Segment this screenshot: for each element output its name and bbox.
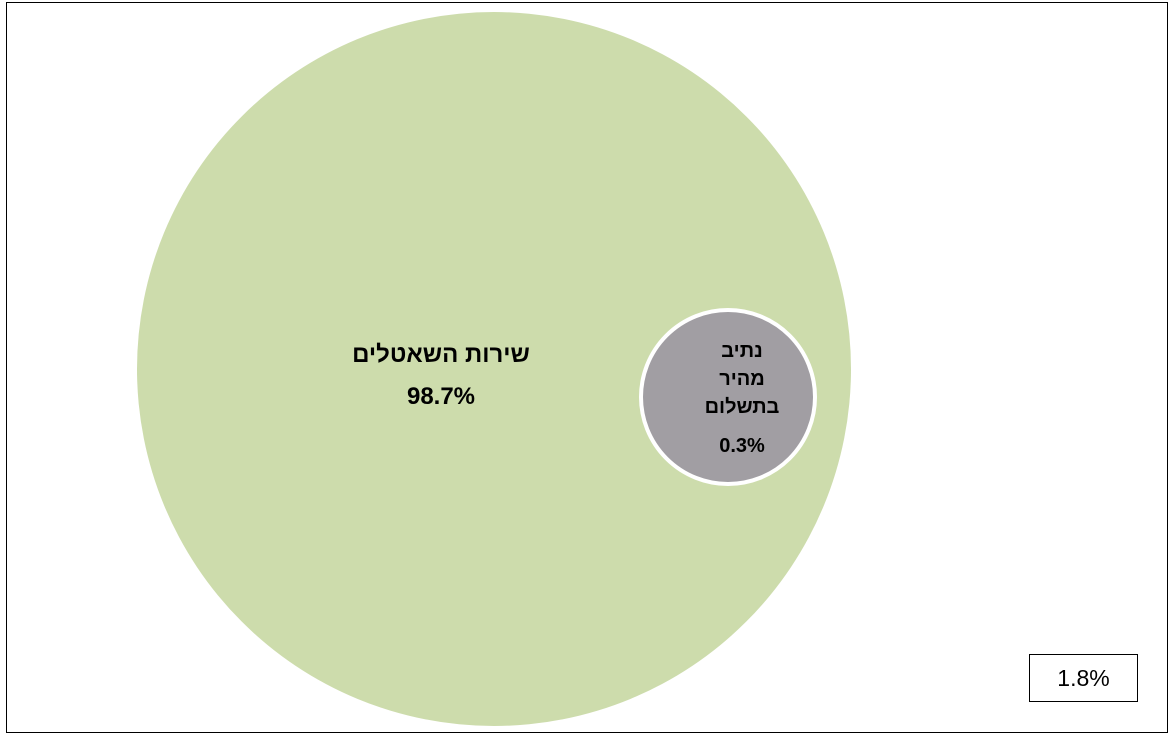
other-value-box: 1.8% — [1029, 654, 1138, 702]
value-shuttle-service: 98.7% — [407, 383, 475, 410]
value-express-toll-lane: 0.3% — [719, 435, 765, 457]
label-shuttle-service: שירות השאטלים — [352, 341, 530, 368]
label-express-toll-lane-line2: מהיר — [719, 368, 765, 390]
bubble-shuttle-service — [137, 12, 851, 726]
label-express-toll-lane-line1: נתיב — [721, 340, 762, 362]
label-express-toll-lane-line3: בתשלום — [705, 396, 780, 418]
bubble-express-toll-lane — [639, 308, 817, 486]
